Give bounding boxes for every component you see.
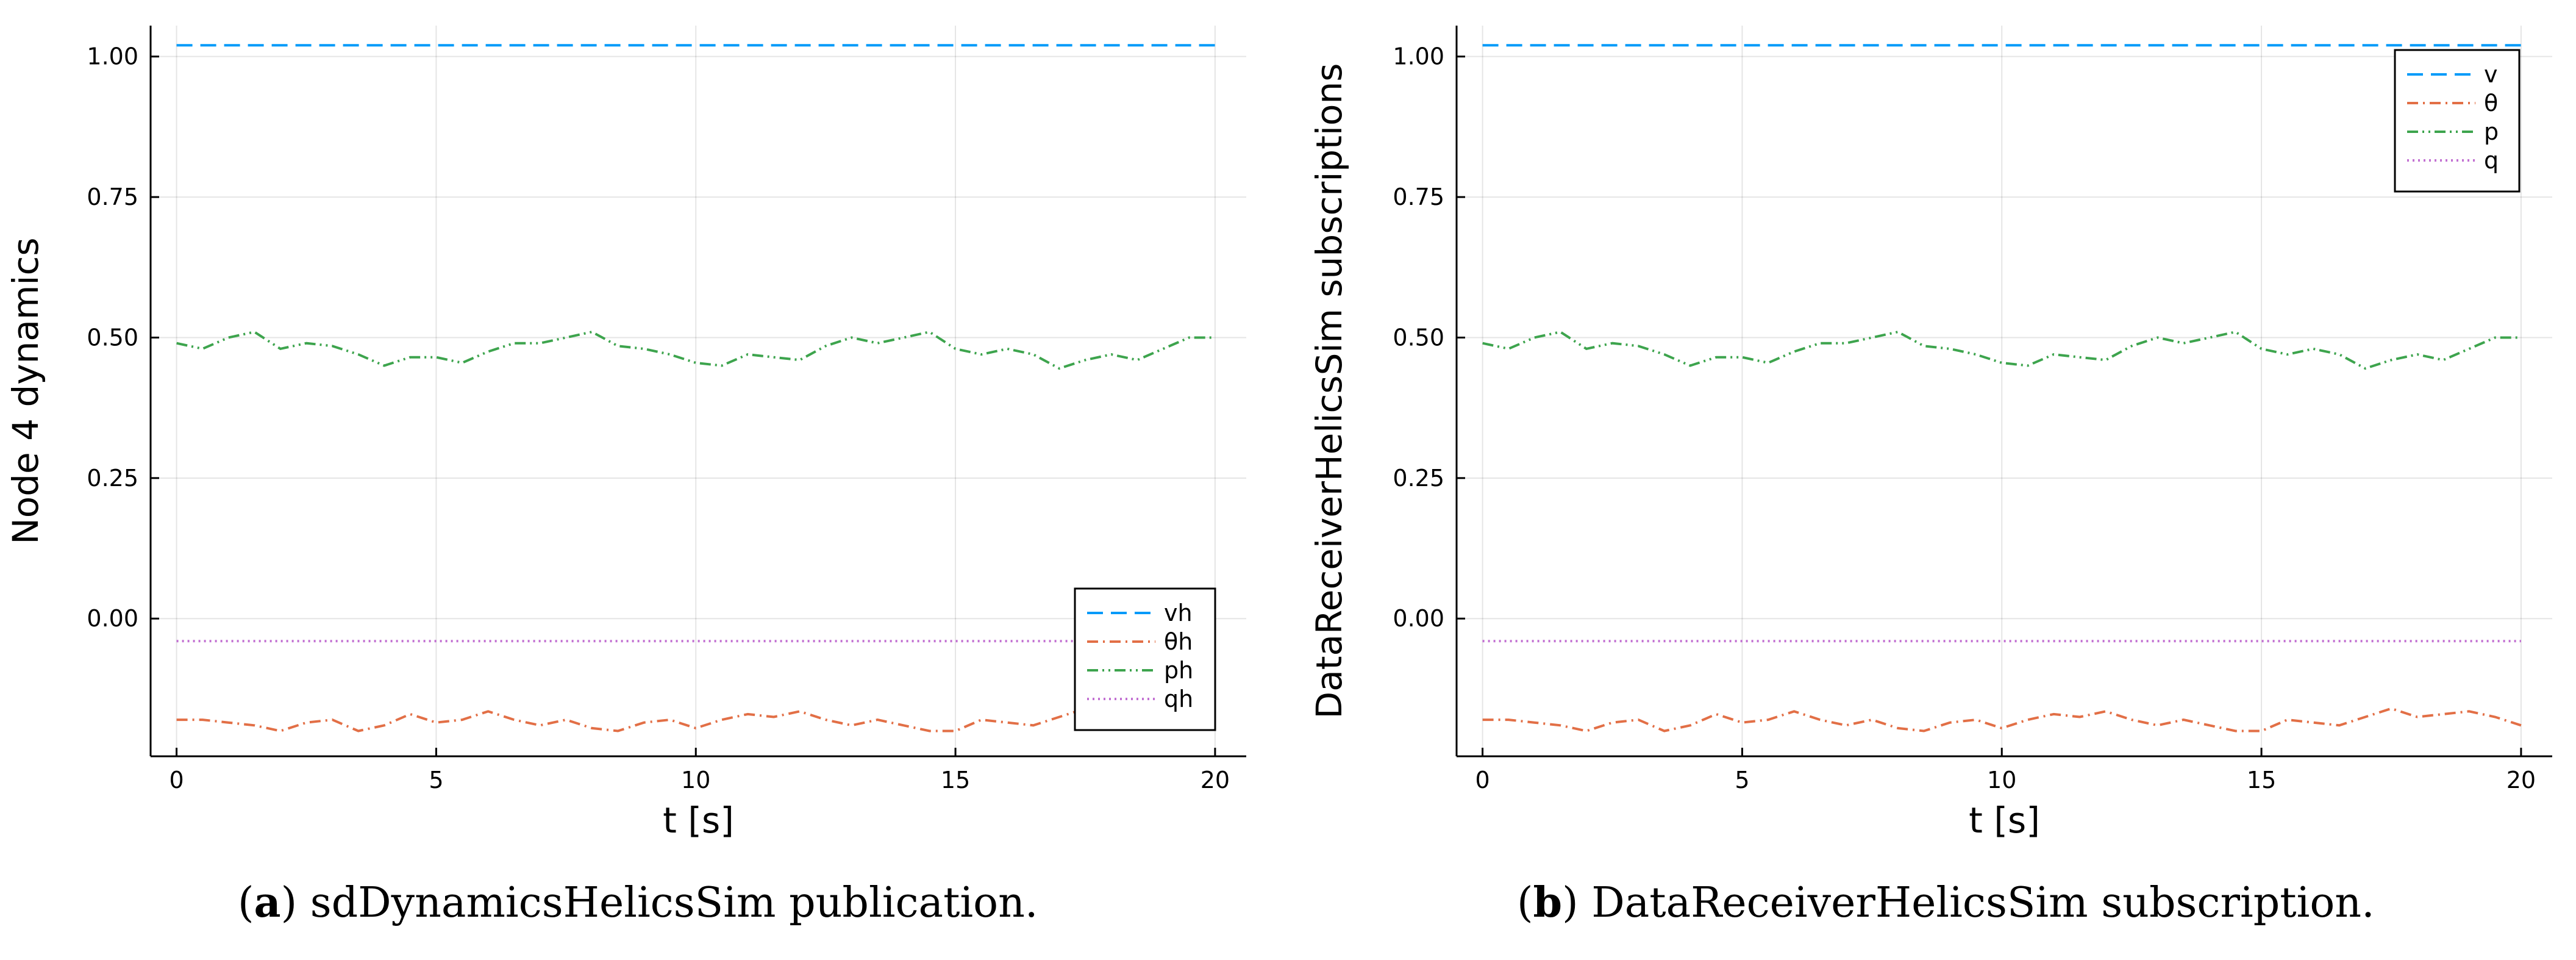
legend-label: v xyxy=(2484,61,2498,88)
caption-b-label: b xyxy=(1533,878,1563,927)
legend-label: qh xyxy=(1164,686,1193,712)
y-tick-label: 1.00 xyxy=(1393,43,1444,70)
caption-b-text: DataReceiverHelicsSim subscription. xyxy=(1578,879,2375,927)
caption-a-label: a xyxy=(254,878,281,927)
y-axis-title: Node 4 dynamics xyxy=(5,237,46,544)
series-line-2 xyxy=(176,331,1215,370)
y-tick-label: 1.00 xyxy=(87,43,138,70)
legend-box xyxy=(1074,587,1216,731)
x-tick-label: 20 xyxy=(1201,767,1230,793)
x-tick-label: 15 xyxy=(2247,767,2276,793)
x-tick-label: 5 xyxy=(429,767,443,793)
caption-a: (a) sdDynamicsHelicsSim publication. xyxy=(238,878,1038,927)
y-tick-label: 0.25 xyxy=(87,465,138,492)
y-axis-title: DataReceiverHelicsSim subscriptions xyxy=(1308,63,1350,719)
x-axis-title: t [s] xyxy=(1969,800,2040,841)
series-line-2 xyxy=(1482,331,2521,370)
chart-panel-1: 0 5 10 15 20 0.00 0.25 0.50 0.75 1.00 t [s] DataRec… xyxy=(1308,26,2552,841)
y-tick-label: 0.50 xyxy=(87,324,138,351)
y-tick-label: 0.75 xyxy=(87,184,138,210)
x-tick-label: 10 xyxy=(1987,767,2016,793)
x-tick-label: 0 xyxy=(169,767,184,793)
y-tick-label: 0.00 xyxy=(87,605,138,632)
legend-label: q xyxy=(2484,147,2499,174)
legend-label: ph xyxy=(1164,657,1193,684)
legend-label: vh xyxy=(1164,600,1193,626)
legend-box xyxy=(2394,49,2521,193)
x-tick-label: 10 xyxy=(681,767,710,793)
series-line-1 xyxy=(176,707,1216,733)
y-tick-label: 0.00 xyxy=(1393,605,1444,632)
x-tick-label: 5 xyxy=(1735,767,1749,793)
caption-b: (b) DataReceiverHelicsSim subscription. xyxy=(1517,878,2375,927)
y-tick-label: 0.75 xyxy=(1393,184,1444,210)
y-tick-label: 0.50 xyxy=(1393,324,1444,351)
legend-label: p xyxy=(2484,118,2499,145)
x-tick-label: 15 xyxy=(941,767,970,793)
caption-a-text: sdDynamicsHelicsSim publication. xyxy=(297,879,1038,927)
x-axis-title: t [s] xyxy=(663,800,734,841)
legend-label: θh xyxy=(1164,628,1193,655)
x-tick-label: 0 xyxy=(1475,767,1490,793)
y-tick-label: 0.25 xyxy=(1393,465,1444,492)
series-line-1 xyxy=(1482,707,2522,733)
chart-panel-0: 0 5 10 15 20 0.00 0.25 0.50 0.75 1.00 t [s] Node 4 … xyxy=(5,26,1246,841)
legend-label: θ xyxy=(2484,90,2498,116)
x-tick-label: 20 xyxy=(2506,767,2536,793)
